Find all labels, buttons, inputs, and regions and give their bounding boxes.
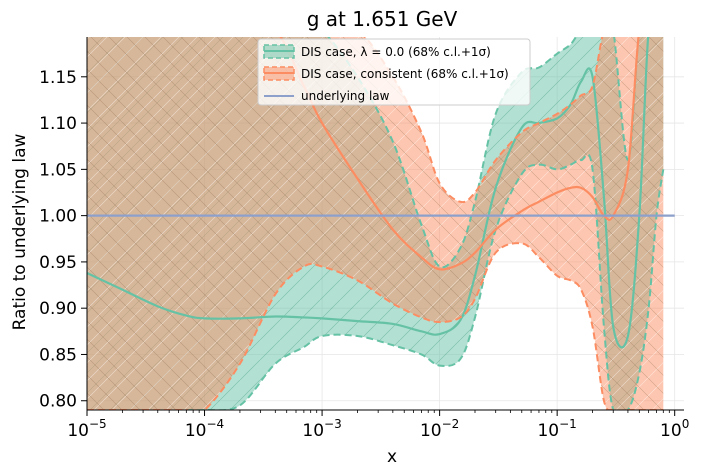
legend-item-orange: DIS case, consistent (68% c.l.+1σ) (263, 66, 509, 81)
legend-item-underlying: underlying law (264, 89, 390, 103)
y-axis-ticks: 0.80 0.85 0.90 0.95 1.00 1.05 1.10 1.15 (39, 68, 87, 412)
x-tick-label: 100 (660, 417, 689, 441)
x-tick-label: 10−5 (67, 417, 106, 441)
legend: DIS case, λ = 0.0 (68% c.l.+1σ) DIS case… (257, 38, 531, 106)
y-tick-label: 0.85 (39, 345, 77, 365)
plot-area (87, 37, 675, 410)
y-tick-label: 0.95 (39, 253, 77, 273)
x-tick-label: 10−1 (537, 417, 576, 441)
y-tick-label: 1.05 (39, 160, 77, 180)
legend-box (257, 38, 531, 106)
legend-label-green: DIS case, λ = 0.0 (68% c.l.+1σ) (301, 45, 491, 59)
legend-item-green: DIS case, λ = 0.0 (68% c.l.+1σ) (263, 44, 491, 59)
y-tick-label: 0.90 (39, 299, 77, 319)
y-tick-label: 1.15 (39, 68, 77, 88)
y-tick-label: 0.80 (39, 392, 77, 412)
x-axis-ticks: 10−5 10−4 10−3 10−2 10−1 100 (67, 410, 689, 441)
lower-line-orange (87, 242, 664, 410)
y-tick-label: 1.00 (39, 207, 77, 227)
x-tick-label: 10−2 (420, 417, 459, 441)
x-axis-label: x (387, 447, 397, 467)
y-tick-label: 1.10 (39, 114, 77, 134)
chart-title: g at 1.651 GeV (307, 7, 458, 31)
band-hatch-orange (87, 37, 664, 410)
legend-label-underlying: underlying law (301, 89, 390, 103)
central-line-orange (279, 37, 640, 271)
y-axis-label: Ratio to underlying law (10, 133, 30, 330)
x-tick-label: 10−3 (302, 417, 341, 441)
central-line-green (87, 37, 650, 349)
legend-label-orange: DIS case, consistent (68% c.l.+1σ) (301, 67, 509, 81)
x-tick-label: 10−4 (185, 417, 224, 441)
